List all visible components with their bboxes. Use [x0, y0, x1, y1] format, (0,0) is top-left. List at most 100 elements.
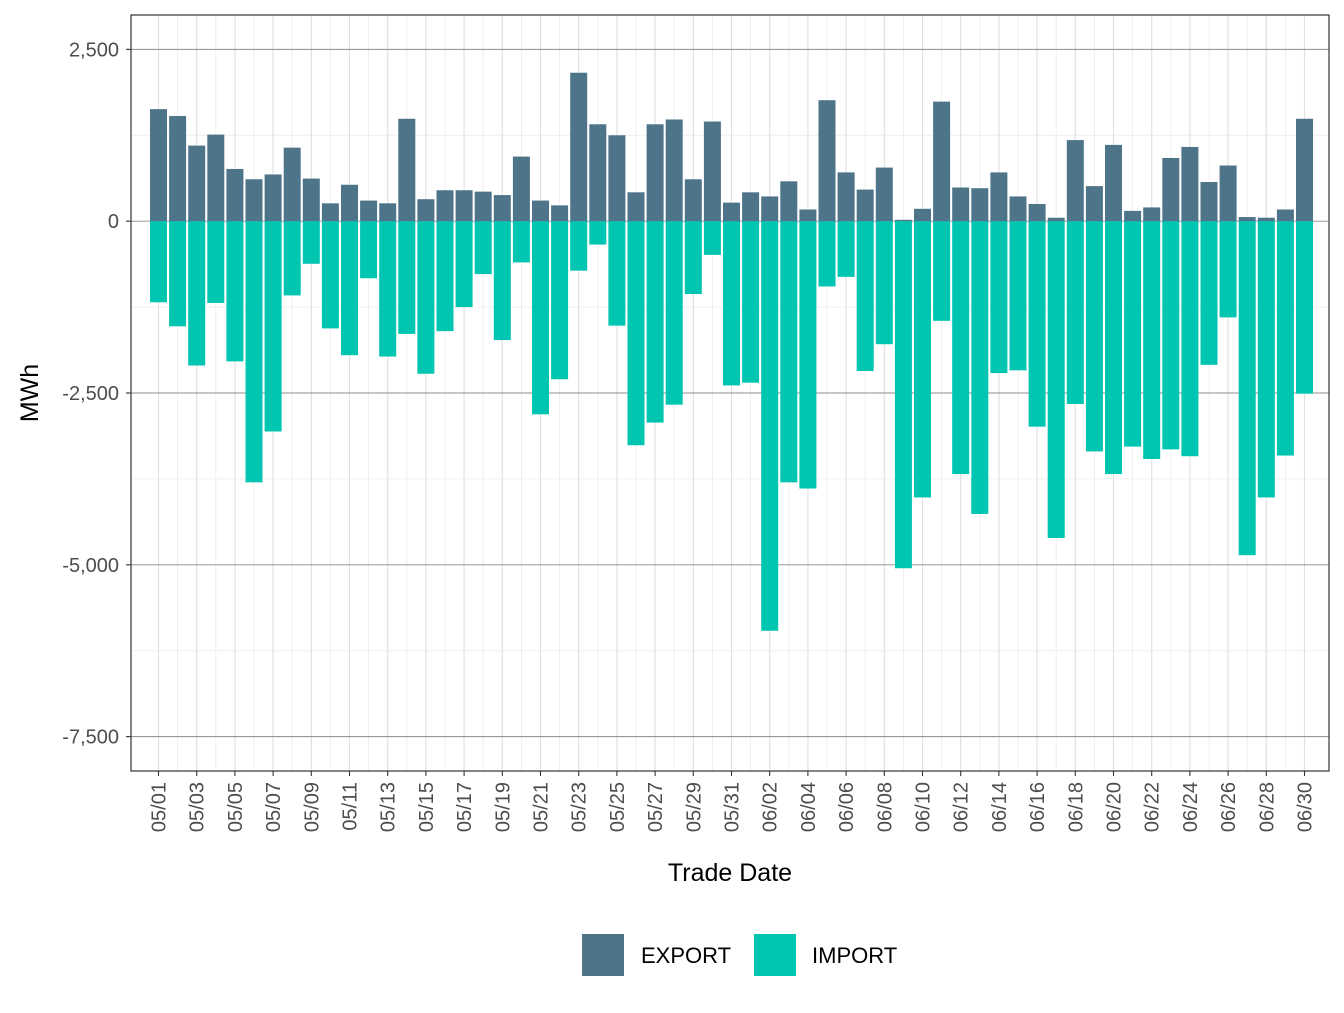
bar-export	[646, 124, 664, 222]
bar-export	[1105, 144, 1122, 222]
bar-import	[646, 221, 664, 423]
bar-import	[1238, 221, 1256, 556]
bar-export	[436, 190, 454, 222]
bar-export	[379, 203, 397, 222]
bar-export	[684, 179, 702, 222]
bar-import	[264, 221, 282, 432]
x-tick-label: 06/30	[1295, 782, 1317, 832]
bar-import	[283, 221, 301, 296]
x-tick-label: 05/03	[187, 782, 209, 832]
x-tick-label: 06/18	[1065, 782, 1087, 832]
x-tick-label: 05/29	[683, 782, 705, 832]
bar-export	[1009, 196, 1027, 222]
bar-import	[1257, 221, 1275, 498]
bar-export	[264, 174, 282, 222]
bar-export	[1238, 217, 1256, 222]
bar-import	[914, 221, 931, 498]
x-tick-label: 05/09	[301, 782, 323, 832]
bar-export	[283, 147, 301, 222]
bar-import	[1124, 221, 1142, 447]
x-tick-label: 05/13	[378, 782, 400, 832]
bar-import	[1066, 221, 1084, 404]
bar-import	[1219, 221, 1237, 318]
bar-export	[1296, 118, 1313, 222]
bar-import	[169, 221, 187, 327]
bar-export	[1143, 207, 1161, 222]
bar-import	[417, 221, 435, 374]
bar-import	[302, 221, 320, 264]
bar-import	[436, 221, 454, 332]
bar-export	[990, 172, 1008, 222]
bar-export	[971, 188, 989, 222]
bar-export	[952, 187, 970, 222]
bar-export	[150, 109, 167, 222]
legend: EXPORT IMPORT	[582, 934, 897, 976]
bar-export	[627, 192, 645, 222]
bar-import	[780, 221, 798, 483]
bar-import	[245, 221, 263, 483]
bar-export	[837, 172, 855, 222]
bar-export	[1124, 210, 1142, 222]
bar-export	[1181, 146, 1199, 222]
bar-import	[532, 221, 549, 415]
x-tick-label: 05/25	[607, 782, 629, 832]
bar-export	[169, 116, 187, 222]
bar-export	[799, 209, 817, 222]
bar-export	[875, 167, 893, 222]
bar-export	[1047, 217, 1065, 222]
bar-export	[207, 134, 225, 222]
x-tick-label: 05/17	[454, 782, 476, 832]
bar-export	[398, 118, 416, 222]
y-axis-ticks: 2,500 0 -2,500 -5,000 -7,500	[62, 39, 131, 749]
legend-label-export: EXPORT	[641, 943, 731, 968]
bars	[150, 72, 1313, 631]
bar-import	[1085, 221, 1103, 452]
bar-import	[207, 221, 225, 303]
x-tick-label: 06/16	[1027, 782, 1049, 832]
x-tick-label: 06/10	[913, 782, 935, 832]
x-tick-label: 05/31	[722, 782, 744, 832]
bar-import	[665, 221, 683, 405]
bar-export	[780, 181, 798, 222]
bar-import	[875, 221, 893, 345]
x-tick-label: 06/14	[989, 782, 1011, 832]
x-tick-label: 06/04	[798, 782, 820, 832]
legend-label-import: IMPORT	[812, 943, 897, 968]
bar-export	[1085, 186, 1103, 222]
y-tick-label: -5,000	[62, 555, 119, 577]
x-tick-label: 06/28	[1256, 782, 1278, 832]
bar-import	[627, 221, 645, 446]
bar-export	[856, 189, 874, 222]
bar-import	[589, 221, 607, 245]
x-tick-label: 06/06	[836, 782, 858, 832]
x-tick-label: 06/24	[1180, 782, 1202, 832]
bar-import	[360, 221, 378, 279]
x-tick-label: 05/19	[492, 782, 514, 832]
y-tick-label: 0	[108, 211, 119, 233]
x-tick-label: 06/08	[874, 782, 896, 832]
bar-import	[226, 221, 244, 362]
bar-export	[188, 145, 206, 222]
x-tick-label: 05/07	[263, 782, 285, 832]
bar-export	[723, 202, 740, 222]
legend-key-export	[582, 934, 624, 976]
bar-export	[341, 184, 358, 222]
bar-export	[532, 200, 549, 222]
bar-import	[684, 221, 702, 295]
bar-import	[933, 221, 951, 321]
bar-export	[1200, 182, 1218, 222]
x-tick-label: 05/15	[416, 782, 438, 832]
y-tick-label: 2,500	[69, 39, 119, 61]
bar-export	[417, 199, 435, 222]
bar-export	[551, 205, 569, 222]
y-axis-label: MWh	[16, 364, 44, 422]
bar-export	[455, 190, 473, 222]
bar-import	[608, 221, 626, 326]
bar-export	[1066, 140, 1084, 222]
bar-export	[665, 119, 683, 222]
bar-import	[894, 221, 912, 569]
x-axis-ticks: 05/01 05/03 05/05 05/07 05/09 05/11 05/13 05/15…	[149, 771, 1317, 832]
bar-import	[379, 221, 397, 357]
